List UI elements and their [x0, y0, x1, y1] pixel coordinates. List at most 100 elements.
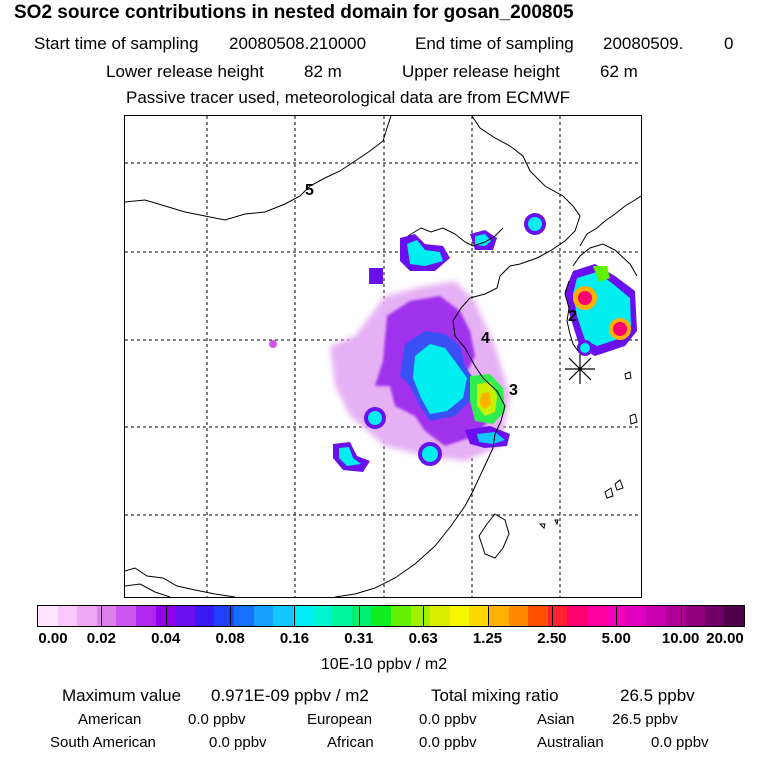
source-value: 0.0 ppbv [188, 711, 246, 728]
colorbar-tick-label: 5.00 [601, 630, 631, 647]
korea-green [593, 266, 610, 282]
end-time-label: End time of sampling [415, 34, 574, 53]
colorbar-segment [253, 606, 274, 626]
colorbar-divider [423, 606, 425, 626]
colorbar-segment [273, 606, 293, 626]
source-name: African [327, 734, 374, 751]
colorbar-segment [449, 606, 470, 626]
colorbar-segment [136, 606, 156, 626]
colorbar-segment [77, 606, 97, 626]
blob-sw-2-core [339, 447, 361, 466]
source-value: 0.0 ppbv [419, 711, 477, 728]
marker-4: 4 [481, 330, 490, 347]
colorbar-divider [294, 606, 296, 626]
colorbar-segment [175, 606, 195, 626]
marker-5: 5 [305, 182, 314, 199]
total-mixing-label: Total mixing ratio [431, 686, 559, 705]
colorbar-segment [155, 606, 176, 626]
colorbar-segment [547, 606, 568, 626]
upper-height-label: Upper release height [402, 62, 560, 81]
upper-height-value: 62 m [600, 62, 638, 81]
colorbar-segment [645, 606, 666, 626]
colorbar-tick-label: 0.16 [279, 630, 310, 647]
colorbar-segment [567, 606, 588, 626]
colorbar-tick-label: 0.00 [38, 630, 68, 647]
colorbar-segment [116, 606, 137, 626]
korea-hotspot-1 [578, 291, 592, 305]
map-plot: 5 4 3 2 [124, 115, 642, 598]
figure-title: SO2 source contributions in nested domai… [14, 2, 574, 23]
blob-far-west [269, 340, 277, 348]
concentration-field [269, 213, 637, 472]
colorbar-tick-label: 20.00 [706, 630, 744, 647]
colorbar-segment [665, 606, 686, 626]
start-time-value: 20080508.210000 [229, 34, 367, 53]
start-time-label: Start time of sampling [34, 34, 199, 53]
coastlines [125, 116, 641, 597]
colorbar-segment [292, 606, 313, 626]
receptor-star-icon [565, 354, 595, 384]
colorbar [37, 605, 745, 627]
colorbar-segment [430, 606, 450, 626]
korea-hotspot-2 [613, 322, 627, 336]
plume-cyan [413, 344, 467, 414]
colorbar-tick-label: 0.31 [344, 630, 374, 647]
colorbar-tick-label: 10.00 [661, 630, 700, 647]
total-mixing-value: 26.5 ppbv [620, 686, 695, 705]
end-time-extra: 0 [724, 34, 734, 53]
colorbar-segment [96, 606, 117, 626]
colorbar-segment [390, 606, 411, 626]
blob-se-cyan [477, 432, 505, 444]
source-value: 26.5 ppbv [612, 711, 678, 728]
colorbar-segment [57, 606, 78, 626]
end-time-value: 20080509. [603, 34, 684, 53]
source-value: 0.0 ppbv [209, 734, 267, 751]
colorbar-divider [680, 606, 682, 626]
colorbar-unit: 10E-10 ppbv / m2 [320, 656, 448, 673]
colorbar-segment [38, 606, 58, 626]
map-canvas [125, 116, 641, 597]
colorbar-divider [165, 606, 167, 626]
colorbar-divider [230, 606, 232, 626]
lower-height-label: Lower release height [106, 62, 264, 81]
colorbar-segment [371, 606, 391, 626]
lower-height-value: 82 m [304, 62, 342, 81]
colorbar-segment [234, 606, 254, 626]
source-name: European [307, 711, 373, 728]
colorbar-divider [358, 606, 360, 626]
source-name: Asian [537, 711, 575, 728]
source-value: 0.0 ppbv [419, 734, 477, 751]
source-name: Australian [537, 734, 604, 751]
korea-sw-blob-core [580, 343, 590, 353]
tracer-note: Passive tracer used, meteorological data… [126, 88, 571, 107]
blob-sw-3-core [422, 446, 438, 462]
marker-2: 2 [568, 308, 577, 325]
colorbar-segment [214, 606, 235, 626]
blob-north-cyan [407, 240, 443, 266]
colorbar-tick-label: 1.25 [472, 630, 503, 647]
plume-orange [480, 392, 491, 409]
colorbar-segment [194, 606, 215, 626]
colorbar-tick-label: 0.02 [86, 630, 116, 647]
blob-far-ne-core [528, 217, 542, 231]
max-value: 0.971E-09 ppbv / m2 [211, 686, 369, 705]
colorbar-segment [724, 606, 744, 626]
colorbar-segment [489, 606, 509, 626]
colorbar-segment [469, 606, 490, 626]
colorbar-segment [351, 606, 372, 626]
colorbar-tick-label: 0.04 [151, 630, 181, 647]
blob-ne-cyan [475, 234, 491, 246]
colorbar-divider [551, 606, 553, 626]
colorbar-segment [312, 606, 333, 626]
blob-sw-1-core [368, 411, 382, 425]
colorbar-segment [704, 606, 725, 626]
colorbar-divider [487, 606, 489, 626]
colorbar-segment [685, 606, 705, 626]
blob-north-small [369, 268, 383, 284]
colorbar-segment [528, 606, 548, 626]
colorbar-tick-label: 0.63 [408, 630, 438, 647]
source-value: 0.0 ppbv [651, 734, 709, 751]
colorbar-tick-label: 2.50 [537, 630, 567, 647]
colorbar-divider [616, 606, 618, 626]
colorbar-segment [626, 606, 646, 626]
